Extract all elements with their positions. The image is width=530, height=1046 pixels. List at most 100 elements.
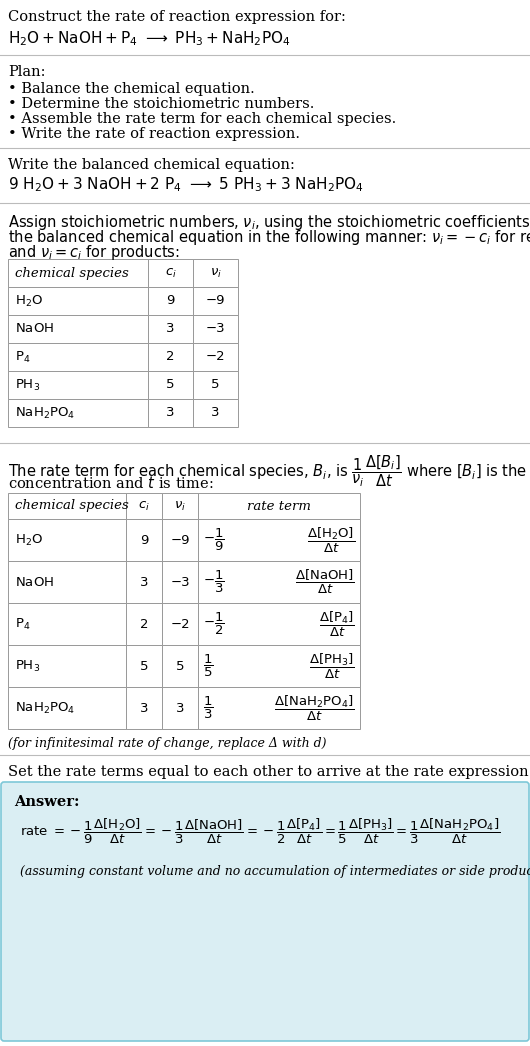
Text: $c_i$: $c_i$: [138, 499, 150, 513]
Bar: [8, 519, 126, 561]
Bar: [8, 315, 148, 343]
Text: $\dfrac{1}{5}$: $\dfrac{1}{5}$: [203, 653, 214, 679]
Bar: [198, 519, 360, 561]
Bar: [8, 493, 126, 519]
Text: • Determine the stoichiometric numbers.: • Determine the stoichiometric numbers.: [8, 97, 314, 111]
Text: Construct the rate of reaction expression for:: Construct the rate of reaction expressio…: [8, 10, 346, 24]
Text: • Write the rate of reaction expression.: • Write the rate of reaction expression.: [8, 127, 300, 141]
Bar: [8, 399, 148, 427]
Text: 3: 3: [211, 407, 220, 419]
Bar: [8, 687, 126, 729]
Bar: [126, 687, 162, 729]
Bar: [162, 602, 198, 645]
Bar: [198, 602, 360, 645]
Bar: [162, 561, 198, 602]
Text: Set the rate terms equal to each other to arrive at the rate expression:: Set the rate terms equal to each other t…: [8, 765, 530, 779]
Text: $\mathrm{H_2O}$: $\mathrm{H_2O}$: [15, 532, 43, 547]
Text: (for infinitesimal rate of change, replace Δ with d): (for infinitesimal rate of change, repla…: [8, 737, 326, 750]
Text: 3: 3: [176, 702, 184, 714]
Bar: [8, 561, 126, 602]
Text: $\mathrm{PH_3}$: $\mathrm{PH_3}$: [15, 378, 40, 392]
Bar: [148, 371, 193, 399]
Text: Answer:: Answer:: [14, 795, 80, 809]
Text: 5: 5: [176, 659, 184, 673]
Bar: [198, 493, 360, 519]
Text: 3: 3: [140, 575, 148, 589]
Text: • Balance the chemical equation.: • Balance the chemical equation.: [8, 82, 255, 96]
Text: Plan:: Plan:: [8, 65, 46, 79]
Bar: [8, 343, 148, 371]
Bar: [193, 371, 238, 399]
Text: −3: −3: [170, 575, 190, 589]
Text: 9: 9: [140, 533, 148, 546]
Text: 5: 5: [166, 379, 175, 391]
Text: 3: 3: [140, 702, 148, 714]
Text: $\mathrm{PH_3}$: $\mathrm{PH_3}$: [15, 658, 40, 674]
Text: 5: 5: [211, 379, 220, 391]
Text: $\dfrac{\Delta[\mathrm{NaH_2PO_4}]}{\Delta t}$: $\dfrac{\Delta[\mathrm{NaH_2PO_4}]}{\Del…: [275, 693, 355, 723]
Text: $\mathrm{NaOH}$: $\mathrm{NaOH}$: [15, 575, 54, 589]
Bar: [193, 259, 238, 287]
Text: The rate term for each chemical species, $B_i$, is $\dfrac{1}{\nu_i}\dfrac{\Delt: The rate term for each chemical species,…: [8, 453, 530, 488]
Text: 5: 5: [140, 659, 148, 673]
Text: $\mathrm{NaH_2PO_4}$: $\mathrm{NaH_2PO_4}$: [15, 701, 75, 715]
Text: $\mathrm{H_2O}$: $\mathrm{H_2O}$: [15, 294, 43, 309]
Bar: [162, 645, 198, 687]
Bar: [126, 493, 162, 519]
Text: 2: 2: [166, 350, 175, 364]
Bar: [162, 493, 198, 519]
Bar: [193, 315, 238, 343]
Text: the balanced chemical equation in the following manner: $\nu_i = -c_i$ for react: the balanced chemical equation in the fo…: [8, 228, 530, 247]
Bar: [126, 519, 162, 561]
Text: $\nu_i$: $\nu_i$: [209, 267, 222, 279]
Bar: [148, 315, 193, 343]
Bar: [193, 343, 238, 371]
Text: 3: 3: [166, 407, 175, 419]
Text: • Assemble the rate term for each chemical species.: • Assemble the rate term for each chemic…: [8, 112, 396, 126]
Text: −9: −9: [206, 295, 225, 308]
Text: −2: −2: [206, 350, 225, 364]
Bar: [198, 687, 360, 729]
Bar: [8, 259, 148, 287]
Text: $\dfrac{\Delta[\mathrm{PH_3}]}{\Delta t}$: $\dfrac{\Delta[\mathrm{PH_3}]}{\Delta t}…: [310, 652, 355, 681]
Text: 9: 9: [166, 295, 175, 308]
Bar: [8, 602, 126, 645]
Text: $\mathrm{9\ H_2O + 3\ NaOH + 2\ P_4 \ \longrightarrow \ 5\ PH_3 + 3\ NaH_2PO_4}$: $\mathrm{9\ H_2O + 3\ NaOH + 2\ P_4 \ \l…: [8, 175, 364, 194]
Bar: [126, 561, 162, 602]
Text: (assuming constant volume and no accumulation of intermediates or side products): (assuming constant volume and no accumul…: [20, 865, 530, 878]
Text: rate $= -\dfrac{1}{9}\dfrac{\Delta[\mathrm{H_2O}]}{\Delta t} = -\dfrac{1}{3}\dfr: rate $= -\dfrac{1}{9}\dfrac{\Delta[\math…: [20, 817, 500, 846]
Bar: [148, 343, 193, 371]
Text: $\dfrac{1}{3}$: $\dfrac{1}{3}$: [203, 695, 214, 721]
Bar: [198, 561, 360, 602]
Text: −3: −3: [206, 322, 225, 336]
Bar: [8, 371, 148, 399]
Text: −9: −9: [170, 533, 190, 546]
Text: 3: 3: [166, 322, 175, 336]
Bar: [8, 645, 126, 687]
Bar: [148, 287, 193, 315]
Text: $\dfrac{\Delta[\mathrm{NaOH}]}{\Delta t}$: $\dfrac{\Delta[\mathrm{NaOH}]}{\Delta t}…: [295, 568, 355, 596]
Bar: [193, 287, 238, 315]
Text: $\mathrm{NaOH}$: $\mathrm{NaOH}$: [15, 322, 54, 336]
Text: $\dfrac{\Delta[\mathrm{H_2O}]}{\Delta t}$: $\dfrac{\Delta[\mathrm{H_2O}]}{\Delta t}…: [307, 525, 355, 554]
FancyBboxPatch shape: [1, 782, 529, 1041]
Text: $\mathrm{P_4}$: $\mathrm{P_4}$: [15, 616, 30, 632]
Text: chemical species: chemical species: [15, 267, 129, 279]
Text: and $\nu_i = c_i$ for products:: and $\nu_i = c_i$ for products:: [8, 243, 180, 262]
Text: $c_i$: $c_i$: [165, 267, 176, 279]
Bar: [193, 399, 238, 427]
Text: $-\dfrac{1}{9}$: $-\dfrac{1}{9}$: [203, 527, 225, 553]
Text: $\nu_i$: $\nu_i$: [174, 499, 186, 513]
Text: Write the balanced chemical equation:: Write the balanced chemical equation:: [8, 158, 295, 172]
Text: $\mathrm{P_4}$: $\mathrm{P_4}$: [15, 349, 30, 365]
Bar: [162, 519, 198, 561]
Text: −2: −2: [170, 617, 190, 631]
Bar: [148, 259, 193, 287]
Bar: [198, 645, 360, 687]
Text: $\dfrac{\Delta[\mathrm{P_4}]}{\Delta t}$: $\dfrac{\Delta[\mathrm{P_4}]}{\Delta t}$: [319, 610, 355, 639]
Text: chemical species: chemical species: [15, 500, 129, 513]
Bar: [126, 602, 162, 645]
Text: rate term: rate term: [247, 500, 311, 513]
Text: $-\dfrac{1}{3}$: $-\dfrac{1}{3}$: [203, 569, 225, 595]
Bar: [162, 687, 198, 729]
